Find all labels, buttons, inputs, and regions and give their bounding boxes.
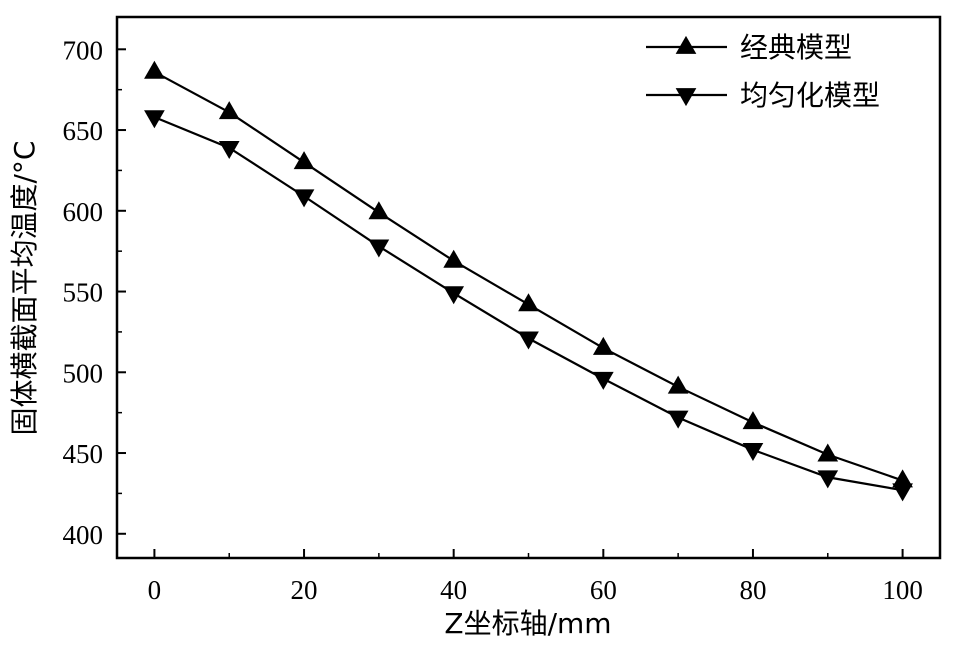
data-point bbox=[667, 410, 689, 429]
data-point bbox=[218, 101, 240, 120]
data-point bbox=[443, 286, 465, 305]
y-tick-label: 400 bbox=[63, 520, 104, 550]
y-axis: 400 450 500 550 600 650 700 bbox=[63, 35, 126, 550]
y-tick-label: 600 bbox=[63, 197, 104, 227]
x-tick-label: 40 bbox=[440, 575, 467, 605]
legend-label: 均匀化模型 bbox=[740, 79, 880, 112]
x-axis-title: Z坐标轴/mm bbox=[444, 607, 611, 640]
y-tick-label: 550 bbox=[63, 278, 104, 308]
data-point bbox=[592, 336, 614, 355]
legend-label: 经典模型 bbox=[740, 31, 852, 64]
data-point bbox=[892, 469, 913, 488]
data-point bbox=[518, 293, 539, 312]
y-tick-label: 450 bbox=[63, 439, 104, 469]
data-point bbox=[144, 60, 165, 79]
data-point bbox=[667, 375, 689, 394]
x-tick-label: 60 bbox=[590, 575, 617, 605]
data-point bbox=[293, 189, 315, 208]
data-point bbox=[144, 110, 165, 129]
series-layer bbox=[144, 60, 913, 502]
x-tick-label: 0 bbox=[148, 575, 162, 605]
data-point bbox=[368, 201, 390, 220]
x-tick-label: 80 bbox=[739, 575, 766, 605]
data-point bbox=[443, 249, 465, 268]
data-point bbox=[592, 371, 614, 390]
series-line-1 bbox=[153, 70, 903, 482]
data-point bbox=[518, 331, 539, 350]
x-axis: 0 20 40 60 80 100 bbox=[148, 549, 923, 605]
legend-marker bbox=[675, 35, 697, 54]
y-tick-label: 650 bbox=[63, 116, 104, 146]
data-point bbox=[892, 483, 913, 502]
data-point bbox=[218, 140, 240, 159]
x-tick-label: 100 bbox=[882, 575, 923, 605]
data-point bbox=[817, 443, 839, 462]
legend-marker bbox=[675, 88, 697, 107]
y-tick-label: 700 bbox=[63, 35, 104, 65]
y-tick-label: 500 bbox=[63, 358, 104, 388]
data-point bbox=[742, 442, 764, 461]
data-point bbox=[817, 470, 839, 489]
data-point bbox=[368, 239, 390, 258]
data-point bbox=[293, 151, 315, 170]
data-point bbox=[742, 411, 764, 430]
x-tick-label: 20 bbox=[291, 575, 318, 605]
y-axis-title: 固体横截面平均温度/°C bbox=[8, 141, 41, 436]
